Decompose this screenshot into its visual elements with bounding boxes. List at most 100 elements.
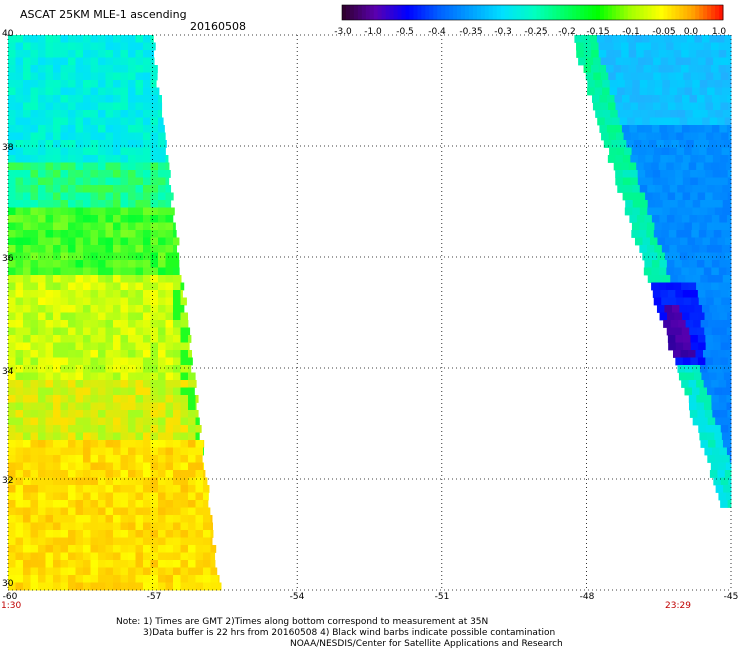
heatmap-cell: [655, 110, 664, 118]
heatmap-cell: [23, 387, 31, 396]
heatmap-cell: [638, 57, 647, 66]
heatmap-cell: [659, 95, 668, 103]
heatmap-cell: [120, 147, 129, 156]
heatmap-cell: [683, 57, 692, 66]
heatmap-cell: [75, 297, 84, 306]
heatmap-cell: [583, 50, 592, 58]
heatmap-cell: [668, 72, 677, 81]
heatmap-cell: [180, 402, 189, 411]
heatmap-cell: [23, 260, 31, 268]
heatmap-cell: [53, 320, 61, 328]
heatmap-cell: [23, 492, 31, 501]
heatmap-cell: [729, 222, 732, 231]
heatmap-cell: [165, 222, 174, 231]
heatmap-cell: [210, 567, 218, 576]
heatmap-cell: [143, 117, 151, 126]
heatmap-cell: [180, 320, 189, 328]
heatmap-cell: [173, 402, 181, 411]
heatmap-cell: [83, 342, 91, 351]
heatmap-cell: [68, 185, 76, 193]
heatmap-cell: [38, 515, 46, 523]
heatmap-cell: [128, 177, 136, 186]
heatmap-cell: [706, 147, 715, 156]
heatmap-cell: [60, 492, 69, 501]
heatmap-cell: [15, 50, 24, 58]
heatmap-cell: [165, 462, 174, 471]
heatmap-cell: [23, 350, 31, 358]
heatmap-cell: [662, 200, 671, 208]
heatmap-cell: [165, 380, 174, 388]
colorbar-segment: [520, 5, 526, 20]
heatmap-cell: [83, 215, 91, 223]
heatmap-cell: [636, 215, 645, 223]
heatmap-cell: [75, 440, 84, 448]
heatmap-cell: [669, 245, 678, 253]
heatmap-cell: [75, 402, 84, 411]
heatmap-cell: [714, 80, 723, 88]
heatmap-cell: [120, 575, 129, 583]
heatmap-cell: [83, 395, 91, 403]
heatmap-cell: [150, 125, 159, 133]
heatmap-cell: [143, 507, 151, 516]
heatmap-cell: [724, 117, 732, 126]
heatmap-cell: [23, 500, 31, 508]
heatmap-cell: [128, 492, 136, 501]
heatmap-cell: [158, 102, 163, 111]
heatmap-cell: [45, 267, 54, 276]
heatmap-cell: [165, 170, 171, 178]
heatmap-cell: [98, 395, 106, 403]
heatmap-cell: [701, 372, 710, 381]
heatmap-cell: [180, 380, 189, 388]
heatmap-cell: [696, 65, 704, 73]
heatmap-cell: [173, 447, 181, 456]
heatmap-cell: [113, 545, 121, 553]
heatmap-cell: [135, 357, 144, 366]
heatmap-cell: [38, 507, 46, 516]
heatmap-cell: [75, 110, 84, 118]
heatmap-cell: [695, 350, 704, 358]
heatmap-cell: [8, 387, 16, 396]
heatmap-cell: [195, 537, 204, 546]
heatmap-cell: [83, 372, 91, 381]
heatmap-cell: [128, 65, 136, 73]
heatmap-cell: [90, 342, 99, 351]
heatmap-cell: [15, 537, 24, 546]
heatmap-cell: [60, 417, 69, 426]
heatmap-cell: [690, 155, 699, 163]
heatmap-cell: [83, 290, 91, 298]
heatmap-cell: [38, 35, 46, 43]
heatmap-cell: [649, 252, 658, 261]
heatmap-cell: [679, 252, 688, 261]
heatmap-cell: [105, 297, 114, 306]
heatmap-cell: [128, 350, 136, 358]
heatmap-cell: [75, 267, 84, 276]
heatmap-cell: [8, 440, 16, 448]
heatmap-cell: [173, 252, 180, 261]
heatmap-cell: [68, 215, 76, 223]
heatmap-cell: [726, 395, 732, 403]
heatmap-cell: [75, 155, 84, 163]
heatmap-cell: [654, 222, 663, 231]
heatmap-cell: [636, 42, 644, 51]
heatmap-cell: [180, 507, 189, 516]
heatmap-cell: [669, 87, 678, 96]
heatmap-cell: [634, 35, 643, 43]
heatmap-cell: [90, 260, 99, 268]
heatmap-cell: [576, 42, 584, 51]
heatmap-cell: [60, 402, 69, 411]
heatmap-cell: [701, 140, 710, 148]
heatmap-cell: [158, 350, 166, 358]
heatmap-cell: [195, 545, 204, 553]
heatmap-cell: [143, 50, 151, 58]
heatmap-cell: [8, 500, 16, 508]
heatmap-cell: [105, 305, 114, 313]
heatmap-cell: [150, 207, 159, 216]
heatmap-cell: [165, 545, 174, 553]
colorbar-segment: [361, 5, 367, 20]
heatmap-cell: [98, 455, 106, 463]
heatmap-cell: [98, 87, 106, 96]
heatmap-cell: [75, 545, 84, 553]
heatmap-cell: [585, 72, 594, 81]
heatmap-cell: [113, 282, 121, 291]
heatmap-cell: [188, 575, 196, 583]
